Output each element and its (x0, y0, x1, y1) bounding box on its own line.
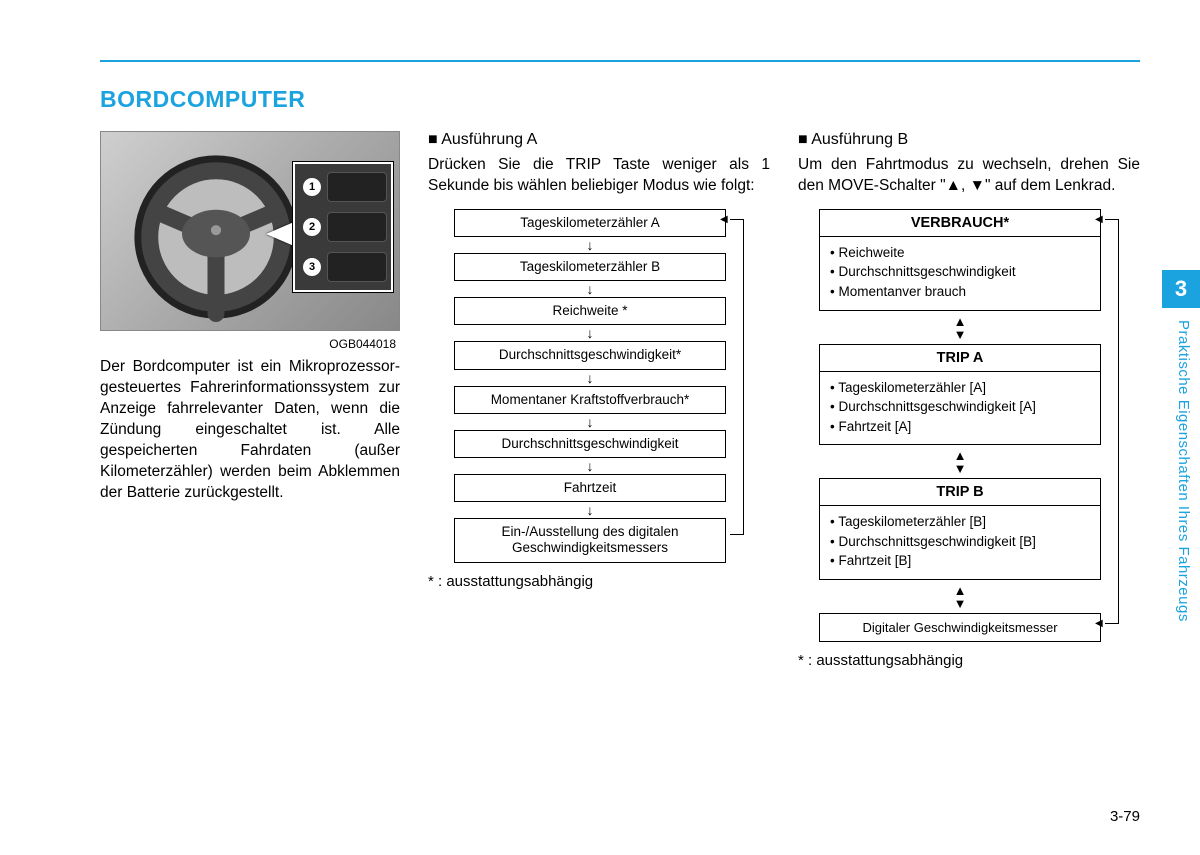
inset-button-1 (327, 172, 387, 202)
variant-b-lead: Um den Fahrtmodus zu wechseln, drehen Si… (798, 155, 1140, 197)
panel-list-item: Fahrtzeit [A] (830, 417, 1090, 437)
panel-list: Tageskilometerzähler [A] Durchschnittsge… (820, 372, 1100, 445)
down-arrow-icon: ↓ (454, 237, 726, 253)
button-inset: 1 2 3 (293, 162, 393, 292)
return-arrow-b (1105, 219, 1119, 624)
panel-list-item: Durchschnittsgeschwindigkeit [B] (830, 532, 1090, 552)
flow-b-panel-trip-b: TRIP B Tageskilometerzähler [B] Durchsch… (819, 478, 1101, 580)
inset-button-3 (327, 252, 387, 282)
footnote-a: * : ausstattungsabhängig (428, 573, 770, 590)
column-middle: Ausführung A Drücken Sie die TRIP Taste … (428, 131, 770, 669)
panel-list-item: Durchschnittsgeschwindigkeit [A] (830, 397, 1090, 417)
steering-wheel-figure: 1 2 3 (100, 131, 400, 331)
callout-number-3: 3 (303, 258, 321, 276)
flow-a-step: Tageskilometerzähler A (454, 209, 726, 237)
panel-list: Reichweite Durchschnittsgeschwindigkeit … (820, 237, 1100, 310)
flowchart-a: Tageskilometerzähler A ↓ Tageskilometerz… (454, 209, 744, 563)
flow-a-step: Fahrtzeit (454, 474, 726, 502)
side-tab-region: 3 Praktische Eigenschaften Ihres Fahrzeu… (1156, 0, 1200, 855)
panel-title: TRIP B (820, 479, 1100, 506)
down-arrow-icon: ↓ (454, 370, 726, 386)
flow-a-step: Ein-/Ausstellung des digitalen Geschwind… (454, 518, 726, 562)
section-title: BORDCOMPUTER (100, 86, 1140, 113)
double-arrow-icon: ▲▼ (819, 311, 1101, 344)
flowchart-b: VERBRAUCH* Reichweite Durchschnittsgesch… (819, 209, 1119, 642)
flow-b-final-box: Digitaler Geschwindigkeitsmesser (819, 613, 1101, 642)
flow-a-step: Tageskilometerzähler B (454, 253, 726, 281)
variant-b-heading: Ausführung B (798, 131, 1140, 149)
down-arrow-icon: ↓ (454, 325, 726, 341)
callout-number-1: 1 (303, 178, 321, 196)
flow-b-panel-verbrauch: VERBRAUCH* Reichweite Durchschnittsgesch… (819, 209, 1101, 311)
variant-a-heading: Ausführung A (428, 131, 770, 149)
callout-number-2: 2 (303, 218, 321, 236)
variant-a-lead: Drücken Sie die TRIP Taste weniger als 1… (428, 155, 770, 197)
page-number: 3-79 (1110, 808, 1140, 825)
column-right: Ausführung B Um den Fahrtmodus zu wechse… (798, 131, 1140, 669)
down-arrow-icon: ↓ (454, 458, 726, 474)
double-arrow-icon: ▲▼ (819, 580, 1101, 613)
panel-list-item: Durchschnittsgeschwindigkeit (830, 262, 1090, 282)
flow-a-step: Durchschnittsgeschwindigkeit (454, 430, 726, 458)
column-left: 1 2 3 OGB044018 Der Bordcomputer ist ein… (100, 131, 400, 669)
intro-paragraph: Der Bordcomputer ist ein Mikroprozessor-… (100, 357, 400, 503)
chapter-tab: 3 (1162, 270, 1200, 308)
panel-list-item: Tageskilometerzähler [A] (830, 378, 1090, 398)
return-arrow-a (730, 219, 744, 535)
figure-code: OGB044018 (100, 337, 400, 351)
chapter-label: Praktische Eigenschaften Ihres Fahrzeugs (1175, 320, 1192, 622)
panel-list-item: Tageskilometerzähler [B] (830, 512, 1090, 532)
panel-list: Tageskilometerzähler [B] Durchschnittsge… (820, 506, 1100, 579)
panel-list-item: Reichweite (830, 243, 1090, 263)
panel-list-item: Momentanver brauch (830, 282, 1090, 302)
footnote-b: * : ausstattungsabhängig (798, 652, 1140, 669)
flow-b-panel-trip-a: TRIP A Tageskilometerzähler [A] Durchsch… (819, 344, 1101, 446)
callout-pointer-icon (266, 222, 294, 246)
flow-a-step: Durchschnittsgeschwindigkeit* (454, 341, 726, 369)
top-rule (100, 60, 1140, 62)
down-arrow-icon: ↓ (454, 414, 726, 430)
panel-list-item: Fahrtzeit [B] (830, 551, 1090, 571)
columns: 1 2 3 OGB044018 Der Bordcomputer ist ein… (100, 131, 1140, 669)
manual-page: BORDCOMPUTER (0, 0, 1200, 855)
panel-title: VERBRAUCH* (820, 210, 1100, 237)
inset-button-2 (327, 212, 387, 242)
flow-a-step: Reichweite * (454, 297, 726, 325)
double-arrow-icon: ▲▼ (819, 445, 1101, 478)
down-arrow-icon: ↓ (454, 502, 726, 518)
flow-a-step: Momentaner Kraftstoffverbrauch* (454, 386, 726, 414)
down-arrow-icon: ↓ (454, 281, 726, 297)
panel-title: TRIP A (820, 345, 1100, 372)
